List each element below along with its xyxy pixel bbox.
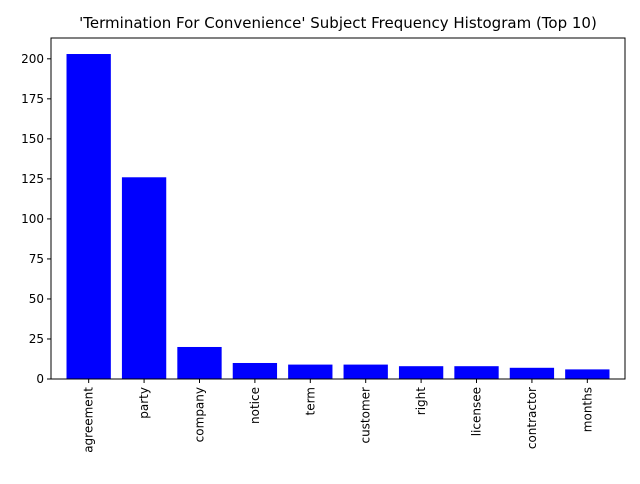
y-tick-label: 150 [21,132,44,146]
bars [66,54,610,379]
x-tick-label: contractor [525,387,539,449]
x-tick-label: right [414,387,428,415]
y-tick-label: 100 [21,212,44,226]
x-tick-label: party [137,387,151,419]
bar-party [121,177,167,379]
chart-title: 'Termination For Convenience' Subject Fr… [79,14,597,32]
bar-notice [232,362,278,379]
plot-frame [50,37,626,380]
bar-company [177,346,222,379]
y-tick-label: 200 [21,52,44,66]
x-tick-label: company [192,387,206,442]
x-tick-label: licensee [470,387,484,436]
x-tick-label: term [303,387,317,416]
y-tick-label: 25 [29,332,44,346]
bar-right [398,366,444,379]
bar-term [288,364,333,379]
y-tick-label: 125 [21,172,44,186]
y-tick-label: 75 [29,252,44,266]
x-axis: agreement party company notice term customer r… [82,379,594,453]
bar-months [565,369,610,379]
bar-contractor [509,367,555,379]
y-tick-label: 0 [36,372,44,386]
x-tick-label: agreement [82,387,96,453]
y-axis: 0 25 50 75 100 125 150 175 200 [21,52,51,386]
bar-licensee [454,366,499,379]
bar-agreement [66,54,111,379]
y-tick-label: 50 [29,292,44,306]
bar-customer [343,364,388,379]
x-tick-label: customer [359,387,373,444]
x-tick-label: notice [248,387,262,424]
y-tick-label: 175 [21,92,44,106]
x-tick-label: months [580,387,594,432]
